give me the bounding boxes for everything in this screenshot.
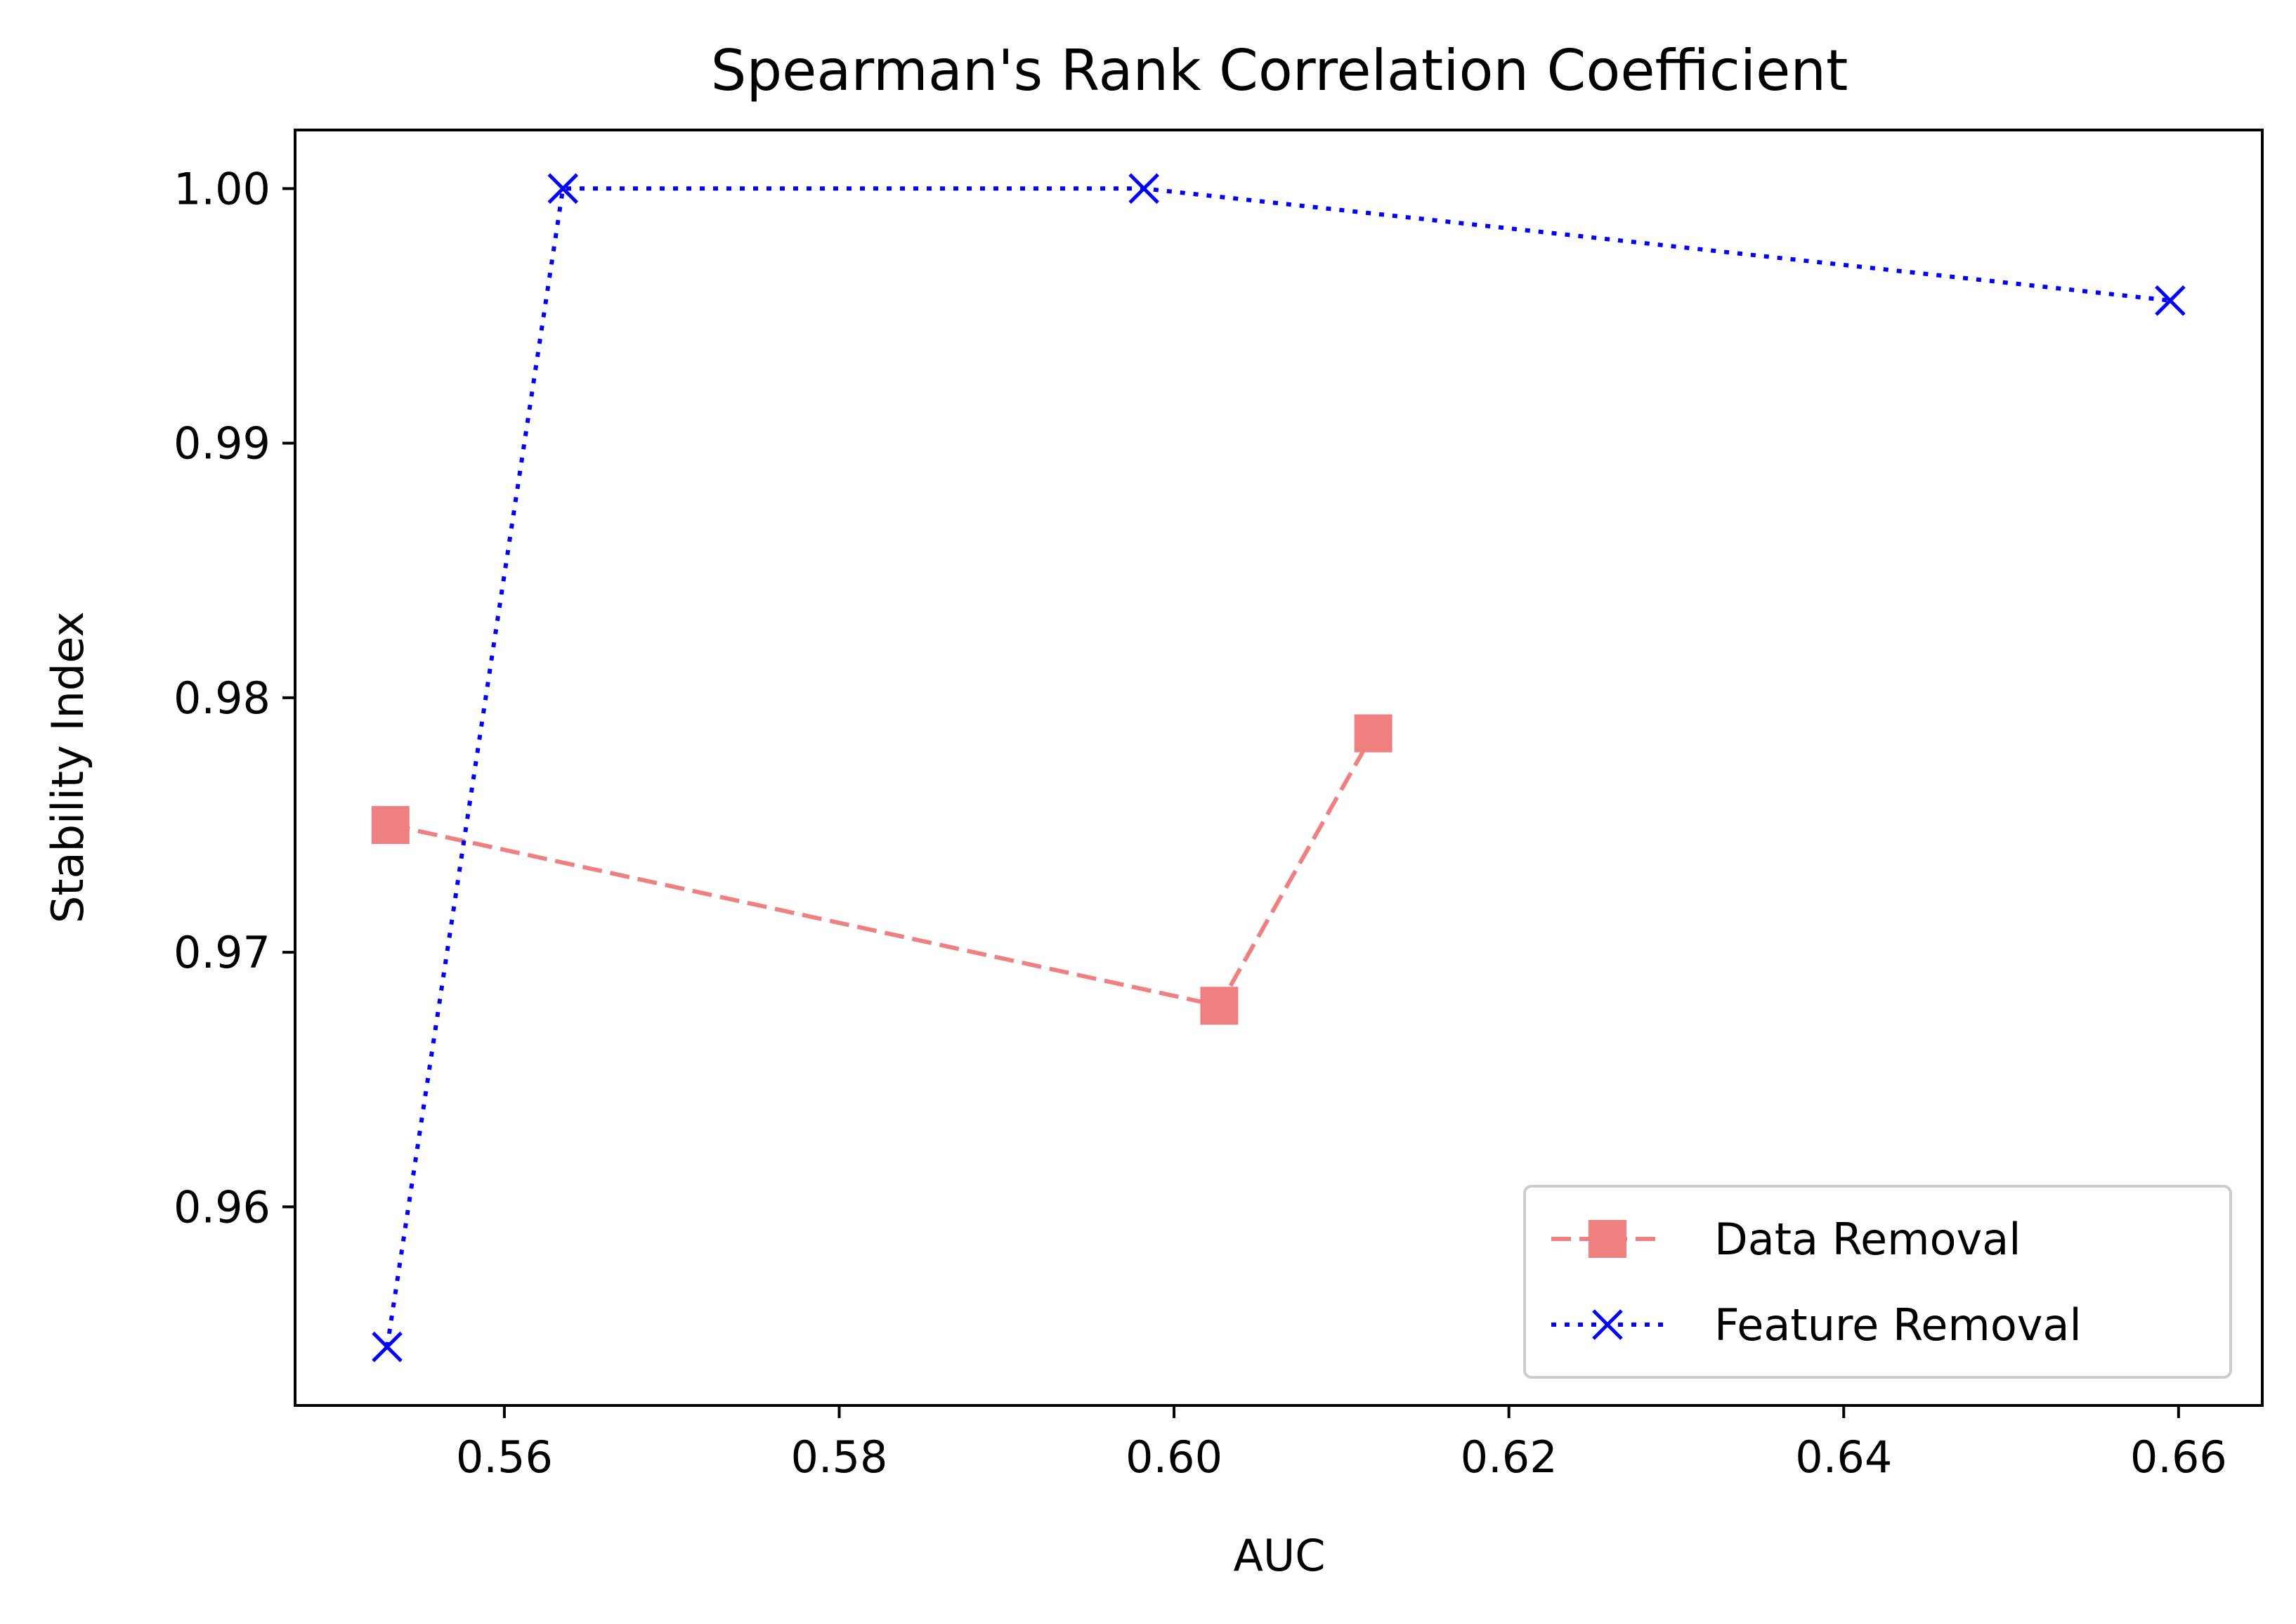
legend-marker — [1589, 1220, 1626, 1258]
data-point — [2155, 285, 2186, 316]
data-point — [371, 806, 410, 845]
legend-label: Feature Removal — [1714, 1299, 2082, 1351]
data-point — [547, 173, 579, 204]
data-point — [372, 1331, 403, 1363]
x-tick-label: 0.60 — [1126, 1431, 1222, 1483]
y-tick-label: 0.99 — [174, 418, 270, 469]
x-tick-label: 0.58 — [790, 1431, 887, 1483]
x-tick-label: 0.64 — [1795, 1431, 1892, 1483]
legend-entry: Feature Removal — [1551, 1299, 2082, 1351]
x-axis-label: AUC — [1233, 1530, 1325, 1581]
x-axis-ticks: 0.56 0.58 0.60 0.62 0.64 0.66 — [456, 1405, 2227, 1483]
y-axis-ticks: 0.96 0.97 0.98 0.99 1.00 — [174, 163, 295, 1233]
x-tick-label: 0.62 — [1461, 1431, 1558, 1483]
y-tick-label: 1.00 — [174, 163, 270, 214]
series-layer — [371, 173, 2186, 1363]
series-1 — [371, 714, 1392, 1025]
data-point — [1200, 987, 1239, 1025]
plot-area — [294, 129, 2264, 1407]
legend-entry: Data Removal — [1551, 1214, 2021, 1265]
legend-marker — [1592, 1309, 1623, 1340]
legend-frame — [1523, 1185, 2232, 1379]
data-point — [1354, 714, 1392, 753]
x-tick-label: 0.56 — [456, 1431, 553, 1483]
y-tick-label: 0.98 — [174, 673, 270, 724]
y-tick-label: 0.96 — [174, 1181, 270, 1233]
series-2 — [372, 173, 2186, 1363]
y-tick-label: 0.97 — [174, 927, 270, 978]
legend: Data Removal Feature Removal — [1523, 1185, 2232, 1379]
data-point — [1128, 173, 1159, 204]
chart-title: Spearman's Rank Correlation Coefficient — [711, 38, 1848, 103]
x-tick-label: 0.66 — [2130, 1431, 2227, 1483]
plot-frame — [294, 129, 2264, 1407]
y-axis-label: Stability Index — [42, 611, 93, 923]
legend-entries: Data Removal Feature Removal — [1551, 1214, 2082, 1351]
legend-label: Data Removal — [1714, 1214, 2021, 1265]
